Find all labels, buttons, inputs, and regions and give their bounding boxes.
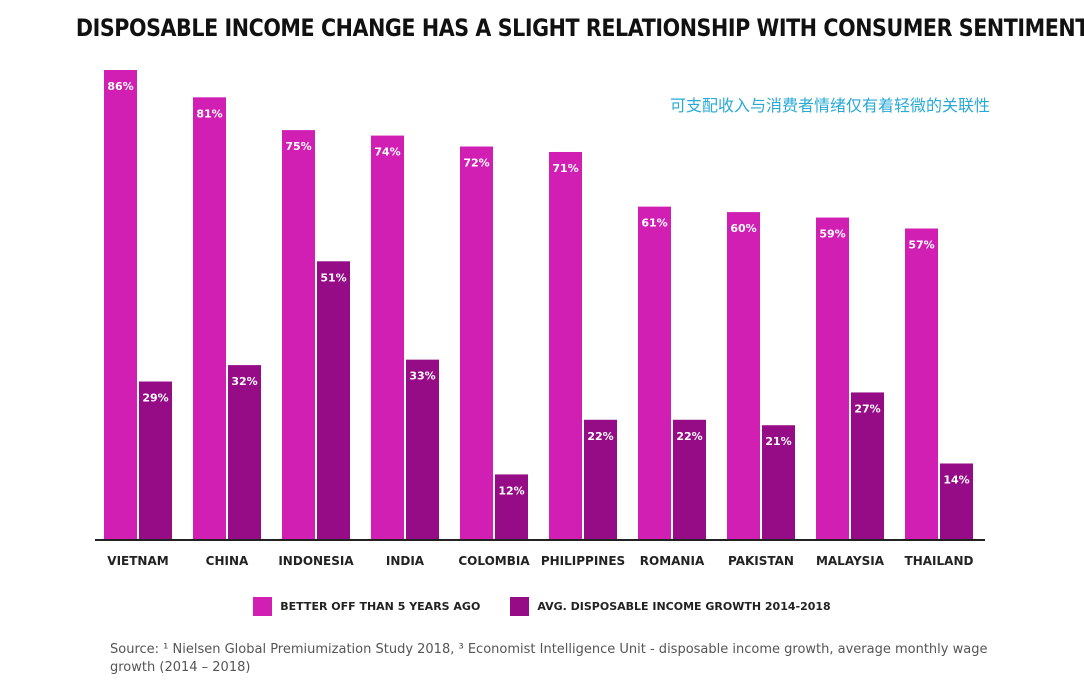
bar-china-series-0: [193, 97, 226, 540]
legend-swatch-income-growth: [510, 597, 530, 616]
bar-label-indonesia-series-1: 51%: [320, 271, 346, 284]
category-label-china: CHINA: [206, 554, 249, 568]
bar-label-romania-series-0: 61%: [641, 217, 667, 230]
chart-subtitle: 可支配收入与消费者情绪仅有着轻微的关联性: [669, 96, 990, 115]
bar-romania-series-0: [638, 206, 671, 540]
legend: BETTER OFF THAN 5 YEARS AGO AVG. DISPOSA…: [0, 597, 1084, 616]
bar-thailand-series-0: [905, 228, 938, 540]
bar-label-india-series-1: 33%: [409, 370, 435, 383]
bar-label-china-series-1: 32%: [231, 375, 257, 388]
bar-label-indonesia-series-0: 75%: [285, 140, 311, 153]
bar-philippines-series-0: [549, 151, 582, 540]
bar-colombia-series-1: [495, 474, 528, 540]
bar-label-malaysia-series-1: 27%: [854, 402, 880, 415]
bar-chart: 86% 29% 81% 32% 75% 51% 74% 33% 72% 12% 71% 22% 61% 2…: [95, 70, 985, 568]
bar-label-colombia-series-1: 12%: [498, 484, 524, 497]
bar-label-thailand-series-0: 57%: [908, 238, 934, 251]
bar-india-series-1: [406, 359, 439, 540]
bar-china-series-1: [228, 365, 261, 540]
bar-label-china-series-0: 81%: [196, 107, 222, 120]
bar-pakistan-series-1: [762, 425, 795, 540]
category-label-thailand: THAILAND: [905, 554, 974, 568]
category-label-pakistan: PAKISTAN: [728, 554, 794, 568]
legend-item-income-growth: AVG. DISPOSABLE INCOME GROWTH 2014-2018: [510, 597, 831, 616]
bar-label-pakistan-series-0: 60%: [730, 222, 756, 235]
bar-label-india-series-0: 74%: [374, 146, 400, 159]
bar-vietnam-series-1: [139, 381, 172, 540]
legend-item-better-off: BETTER OFF THAN 5 YEARS AGO: [253, 597, 480, 616]
category-label-philippines: PHILIPPINES: [541, 554, 625, 568]
legend-label-income-growth: AVG. DISPOSABLE INCOME GROWTH 2014-2018: [537, 600, 831, 613]
bar-thailand-series-1: [940, 463, 973, 540]
bar-label-vietnam-series-1: 29%: [142, 392, 168, 405]
bar-colombia-series-0: [460, 146, 493, 540]
bar-label-philippines-series-1: 22%: [587, 430, 613, 443]
bar-label-vietnam-series-0: 86%: [107, 80, 133, 93]
bar-romania-series-1: [673, 419, 706, 540]
bar-label-pakistan-series-1: 21%: [765, 435, 791, 448]
category-label-vietnam: VIETNAM: [107, 554, 168, 568]
category-label-colombia: COLOMBIA: [458, 554, 530, 568]
bar-philippines-series-1: [584, 419, 617, 540]
legend-swatch-better-off: [253, 597, 273, 616]
category-label-indonesia: INDONESIA: [278, 554, 354, 568]
bar-malaysia-series-1: [851, 392, 884, 540]
legend-label-better-off: BETTER OFF THAN 5 YEARS AGO: [280, 600, 481, 613]
bar-label-thailand-series-1: 14%: [943, 473, 969, 486]
bar-malaysia-series-0: [816, 217, 849, 540]
category-label-india: INDIA: [386, 554, 425, 568]
bar-indonesia-series-0: [282, 130, 315, 540]
bar-vietnam-series-0: [104, 70, 137, 540]
bar-india-series-0: [371, 135, 404, 540]
source-note: Source: ¹ Nielsen Global Premiumization …: [110, 642, 988, 675]
bar-label-malaysia-series-0: 59%: [819, 228, 845, 241]
category-label-romania: ROMANIA: [640, 554, 705, 568]
bar-label-romania-series-1: 22%: [676, 430, 702, 443]
category-label-malaysia: MALAYSIA: [816, 554, 885, 568]
bar-label-philippines-series-0: 71%: [552, 162, 578, 175]
bar-indonesia-series-1: [317, 261, 350, 540]
bar-label-colombia-series-0: 72%: [463, 157, 489, 170]
chart-title: DISPOSABLE INCOME CHANGE HAS A SLIGHT RE…: [75, 14, 1084, 42]
bar-pakistan-series-0: [727, 212, 760, 540]
